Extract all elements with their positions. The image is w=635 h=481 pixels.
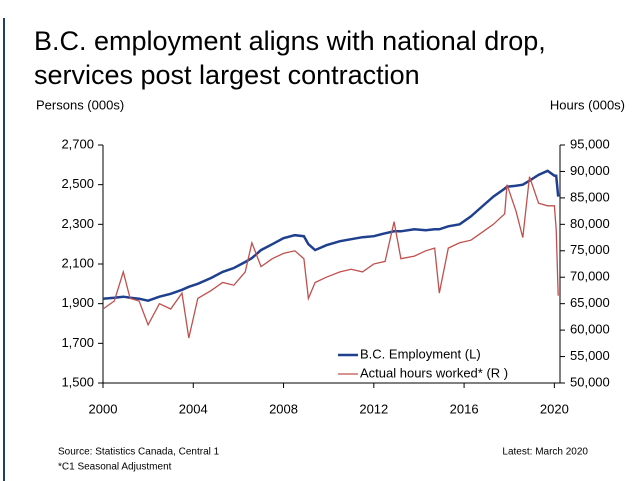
y-tick-label: 2,500 xyxy=(61,176,94,191)
y2-tick-label: 80,000 xyxy=(570,216,610,231)
x-tick-label: 2008 xyxy=(269,401,298,416)
y2-axis-title: Hours (000s) xyxy=(550,97,625,112)
y2-tick-label: 50,000 xyxy=(570,374,610,389)
y2-tick-label: 55,000 xyxy=(570,348,610,363)
y2-tick-label: 60,000 xyxy=(570,322,610,337)
y-axis-title: Persons (000s) xyxy=(36,97,124,112)
chart-title: B.C. employment aligns with national dro… xyxy=(34,26,546,90)
y2-tick-label: 75,000 xyxy=(570,242,610,257)
x-tick-label: 2004 xyxy=(179,401,208,416)
latest-note: Latest: March 2020 xyxy=(502,447,588,458)
x-tick-label: 2020 xyxy=(540,401,569,416)
legend-label: Actual hours worked* (R ) xyxy=(360,365,508,380)
series-line xyxy=(102,176,559,339)
y2-tick-label: 70,000 xyxy=(570,269,610,284)
source: Source: Statistics Canada, Central 1 xyxy=(58,447,220,458)
series-line xyxy=(102,169,560,302)
y2-tick-label: 90,000 xyxy=(570,163,610,178)
y2-tick-label: 85,000 xyxy=(570,189,610,204)
y-tick-label: 2,300 xyxy=(61,216,94,231)
y-tick-label: 2,700 xyxy=(61,136,94,151)
x-tick-label: 2012 xyxy=(359,401,388,416)
y2-tick-label: 95,000 xyxy=(570,136,610,151)
y-tick-label: 1,700 xyxy=(61,335,94,350)
y-tick-label: 1,900 xyxy=(61,295,94,310)
footnote: *C1 Seasonal Adjustment xyxy=(58,462,172,473)
y2-tick-label: 65,000 xyxy=(570,295,610,310)
legend-label: B.C. Employment (L) xyxy=(360,346,481,361)
x-tick-label: 2000 xyxy=(89,401,118,416)
y-tick-label: 2,100 xyxy=(61,255,94,270)
x-tick-label: 2016 xyxy=(450,401,479,416)
y-tick-label: 1,500 xyxy=(61,374,94,389)
